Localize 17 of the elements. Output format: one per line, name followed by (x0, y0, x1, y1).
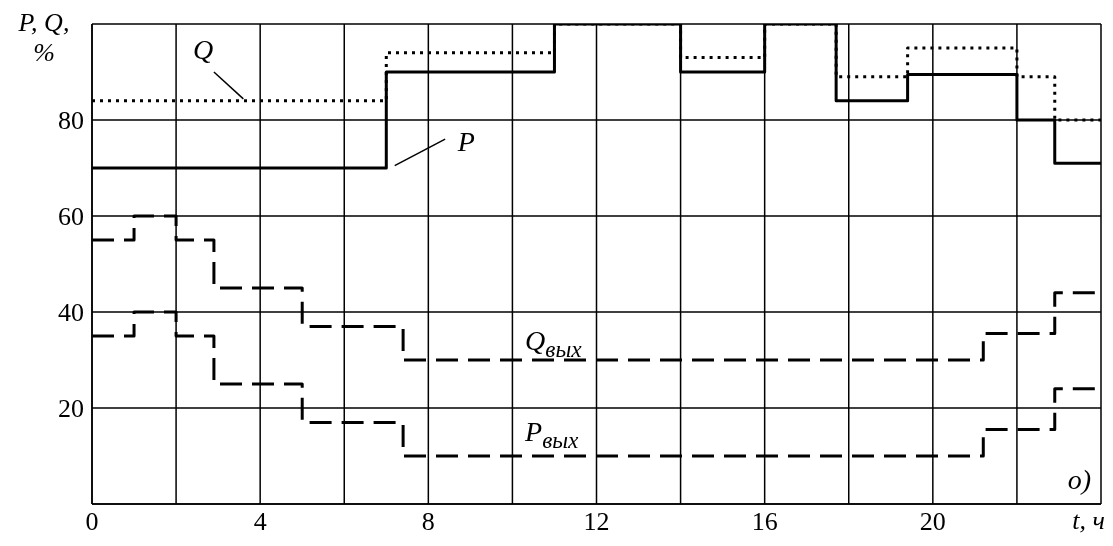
annotation: o) (1067, 464, 1091, 496)
x-axis-title: t, ч (1072, 506, 1105, 536)
x-tick-label: 12 (583, 507, 610, 537)
y-tick-label: 40 (58, 298, 84, 328)
series-label: P$_{вых}$ (525, 416, 579, 455)
x-tick-label: 4 (253, 507, 267, 537)
series-label: Q$_{вых}$ (525, 324, 582, 364)
y-axis-title: P, Q, % (17, 8, 71, 68)
x-tick-label: 16 (751, 507, 778, 537)
series-label: Q (192, 34, 214, 67)
x-tick-label: 20 (919, 507, 946, 537)
x-tick-label: 0 (85, 507, 99, 537)
x-tick-label: 8 (421, 507, 435, 537)
legend-label: P (457, 125, 475, 158)
y-tick-label: 20 (58, 394, 84, 424)
y-tick-label: 80 (58, 106, 84, 136)
y-tick-label: 60 (58, 202, 84, 232)
